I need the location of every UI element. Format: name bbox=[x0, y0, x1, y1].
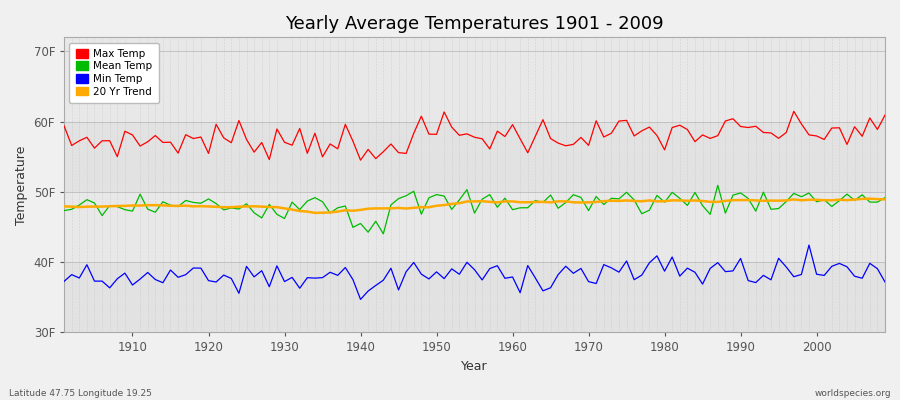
Bar bbox=[64, 122, 885, 192]
Bar bbox=[64, 51, 885, 122]
Legend: Max Temp, Mean Temp, Min Temp, 20 Yr Trend: Max Temp, Mean Temp, Min Temp, 20 Yr Tre… bbox=[69, 42, 158, 103]
Text: Latitude 47.75 Longitude 19.25: Latitude 47.75 Longitude 19.25 bbox=[9, 389, 152, 398]
Text: worldspecies.org: worldspecies.org bbox=[814, 389, 891, 398]
Bar bbox=[64, 192, 885, 262]
Bar bbox=[64, 262, 885, 332]
Title: Yearly Average Temperatures 1901 - 2009: Yearly Average Temperatures 1901 - 2009 bbox=[285, 15, 664, 33]
Y-axis label: Temperature: Temperature bbox=[15, 145, 28, 224]
X-axis label: Year: Year bbox=[461, 360, 488, 373]
